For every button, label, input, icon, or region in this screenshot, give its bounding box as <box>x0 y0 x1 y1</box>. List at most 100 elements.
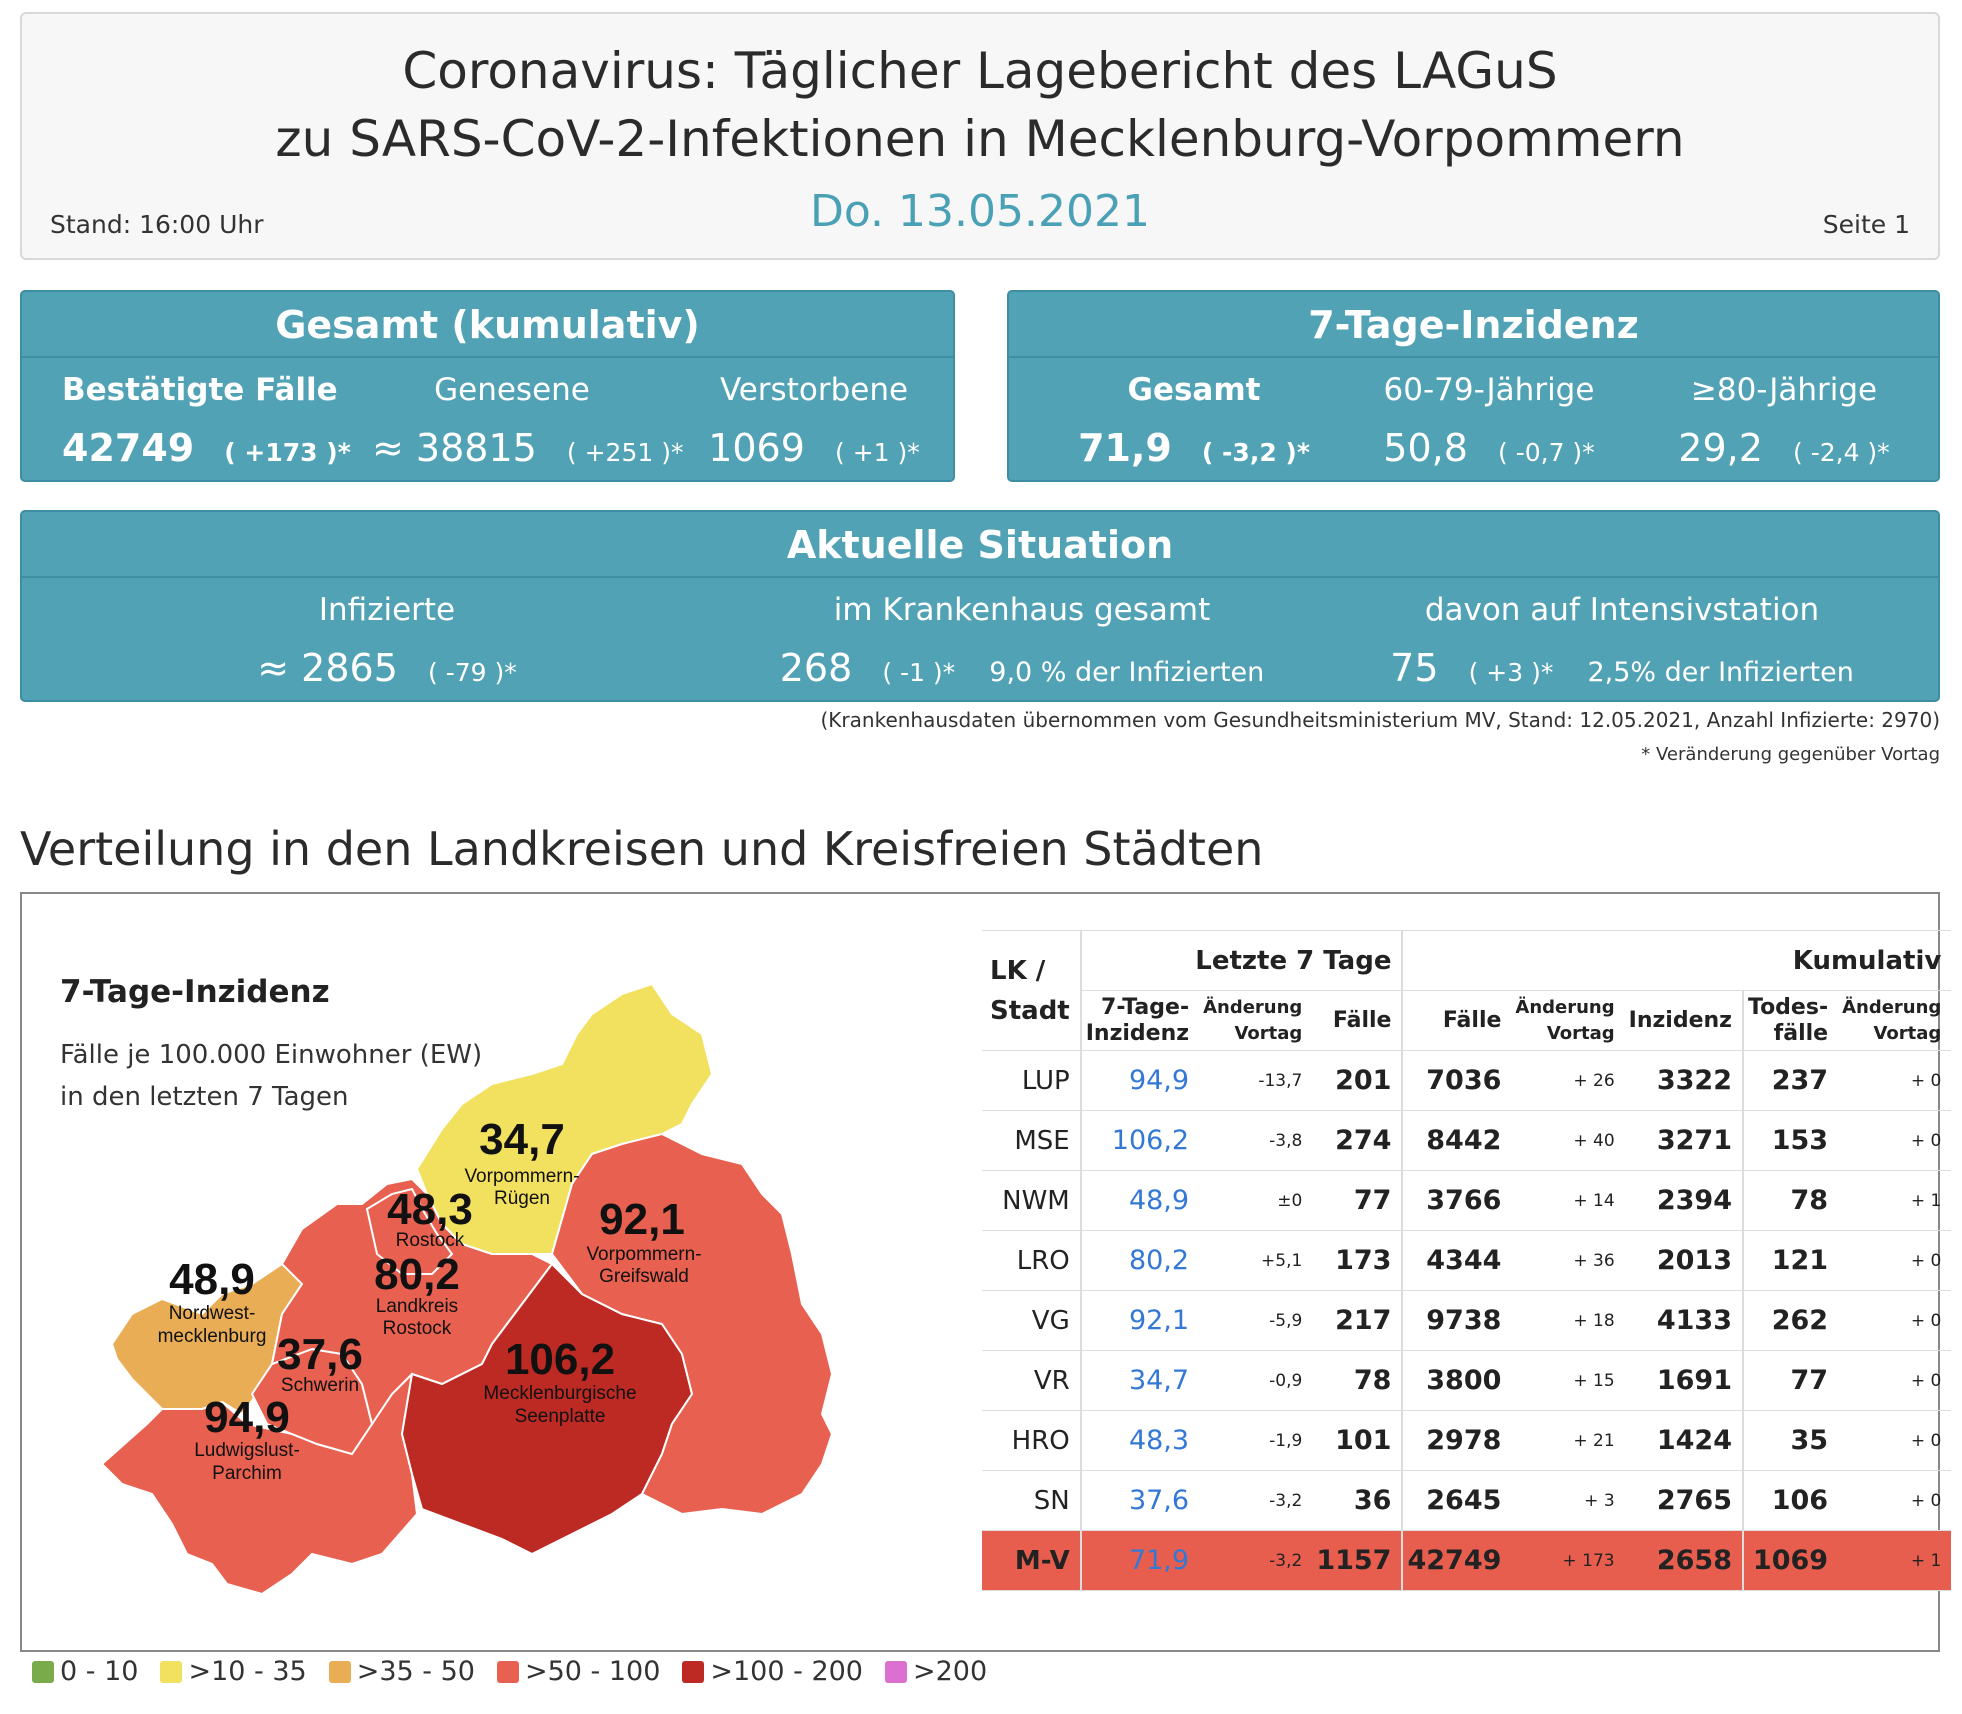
cell-faelle: 77 <box>1312 1170 1403 1231</box>
map-label-name-lro-2: Rostock <box>383 1318 452 1339</box>
legend-label: >10 - 35 <box>188 1656 307 1687</box>
gesamt-kumulativ-box: Gesamt (kumulativ) Bestätigte Fälle 4274… <box>20 290 955 482</box>
genesene: Genesene ≈ 38815 ( +251 )* <box>372 372 683 470</box>
district-table: LK / Stadt Letzte 7 Tage Kumulativ 7-Tag… <box>982 930 1952 1591</box>
legend-swatch <box>328 1660 351 1683</box>
legend-item: >200 <box>884 1656 987 1687</box>
cell-kinz: 2013 <box>1624 1230 1743 1291</box>
infizierte-change: ( -79 )* <box>428 658 517 687</box>
cell-kfaelle: 2978 <box>1401 1410 1512 1471</box>
map-label-value-vr: 34,7 <box>479 1115 565 1164</box>
inzidenz-60-79-label: 60-79-Jährige <box>1383 372 1595 408</box>
cell-faelle: 1157 <box>1312 1530 1403 1591</box>
cell-kfaelle: 2645 <box>1401 1470 1512 1531</box>
report-title-line1: Coronavirus: Täglicher Lagebericht des L… <box>402 42 1558 100</box>
cell-chg: ±0 <box>1199 1170 1313 1231</box>
cell-lk: LUP <box>982 1050 1081 1111</box>
intensivstation: davon auf Intensivstation 75 ( +3 )* 2,5… <box>1362 592 1882 690</box>
cell-tchg: + 1 <box>1838 1170 1952 1231</box>
cell-faelle: 201 <box>1312 1050 1403 1111</box>
cell-kfaelle: 9738 <box>1401 1290 1512 1351</box>
cell-kfaelle: 3800 <box>1401 1350 1512 1411</box>
legend-swatch <box>496 1660 519 1683</box>
col-aenderung-header: Änderung Vortag <box>1199 990 1313 1051</box>
report-time: Stand: 16:00 Uhr <box>50 210 264 239</box>
cell-kchg: + 15 <box>1511 1350 1625 1411</box>
map-label-value-sn: 37,6 <box>277 1330 363 1379</box>
cell-kinz: 4133 <box>1624 1290 1743 1351</box>
cell-kchg: + 3 <box>1511 1470 1625 1531</box>
region-rostock[interactable] <box>365 1187 454 1275</box>
legend-label: >50 - 100 <box>524 1656 661 1687</box>
legend-swatch <box>32 1660 54 1683</box>
infizierte-label: Infizierte <box>318 592 456 628</box>
inzidenz-60-79-value: 50,8 <box>1383 426 1468 470</box>
cell-kchg: + 40 <box>1511 1110 1625 1171</box>
faelle-label: Bestätigte Fälle <box>62 372 338 408</box>
cell-faelle: 78 <box>1312 1350 1403 1411</box>
col-inzidenz-header: 7-Tage- Inzidenz <box>1079 990 1200 1051</box>
map-label-value-vg: 92,1 <box>599 1195 685 1244</box>
cell-tod: 262 <box>1741 1290 1839 1351</box>
map-label-name-nwm-1: Nordwest- <box>169 1303 256 1324</box>
page-number: Seite 1 <box>1822 210 1910 239</box>
cell-chg: +5,1 <box>1199 1230 1313 1291</box>
inzidenz-gesamt-change: ( -3,2 )* <box>1201 438 1310 467</box>
legend-item: 0 - 10 <box>32 1656 138 1687</box>
col-lk-header: LK / Stadt <box>982 930 1081 1051</box>
situation-box-title: Aktuelle Situation <box>22 512 1938 578</box>
krankenhaus-label: im Krankenhaus gesamt <box>833 592 1211 628</box>
cell-tchg: + 0 <box>1838 1110 1952 1171</box>
cell-lk: NWM <box>982 1170 1081 1231</box>
cell-tod: 121 <box>1741 1230 1839 1291</box>
cell-faelle: 217 <box>1312 1290 1403 1351</box>
cell-tod: 77 <box>1741 1350 1839 1411</box>
col-aenderung-label-a: Änderung <box>1203 996 1303 1018</box>
intensivstation-value: 75 <box>1390 646 1439 690</box>
map-legend: 0 - 10 >10 - 35 >35 - 50 >50 - 100 >100 - 20… <box>32 1656 1009 1687</box>
table-total-row: M-V 71,9 -3,2 1157 42749 + 173 2658 1069 + 1 <box>982 1530 1952 1591</box>
col-lk-label: LK / Stadt <box>990 955 1070 1026</box>
map-label-name-vr-1: Vorpommern- <box>464 1166 579 1187</box>
legend-item: >100 - 200 <box>682 1656 863 1687</box>
cell-kinz: 3322 <box>1624 1050 1743 1111</box>
genesene-change: ( +251 )* <box>566 438 684 467</box>
legend-item: >10 - 35 <box>160 1656 307 1687</box>
cell-tod: 237 <box>1741 1050 1839 1111</box>
col-inzidenz-label-a: 7-Tage- <box>1101 994 1190 1020</box>
krankenhaus-change: ( -1 )* <box>882 658 956 687</box>
cell-kinz: 2658 <box>1624 1530 1743 1591</box>
col-kum-inzidenz-header: Inzidenz <box>1624 990 1743 1051</box>
table-row: LRO 80,2 +5,1 173 4344 + 36 2013 121 + 0 <box>982 1230 1952 1291</box>
krankenhaus-percent: 9,0 % der Infizierten <box>989 657 1265 688</box>
map-label-name-hro-1: Rostock <box>396 1230 465 1251</box>
table-row: VG 92,1 -5,9 217 9738 + 18 4133 262 + 0 <box>982 1290 1952 1351</box>
col-inzidenz-label-b: Inzidenz <box>1085 1020 1190 1046</box>
cell-lk: LRO <box>982 1230 1081 1291</box>
legend-label: >35 - 50 <box>356 1656 475 1687</box>
col-aenderung-label-b: Vortag <box>1234 1022 1303 1044</box>
mv-incidence-map: 34,7 Vorpommern- Rügen 48,3 Rostock 80,2… <box>100 982 834 1596</box>
table-row: NWM 48,9 ±0 77 3766 + 14 2394 78 + 1 <box>982 1170 1952 1231</box>
cell-kchg: + 21 <box>1511 1410 1625 1471</box>
cell-tod: 35 <box>1741 1410 1839 1471</box>
cell-inz: 80,2 <box>1079 1230 1200 1291</box>
region-vorpommern-greifswald[interactable] <box>550 1132 834 1516</box>
hospital-data-note: (Krankenhausdaten übernommen vom Gesundh… <box>820 708 1941 732</box>
cell-kinz: 2394 <box>1624 1170 1743 1231</box>
cell-chg: -3,2 <box>1199 1530 1313 1591</box>
cell-lk: MSE <box>982 1110 1081 1171</box>
cell-tod: 78 <box>1741 1170 1839 1231</box>
cell-lk: SN <box>982 1470 1081 1531</box>
region-vorpommern-ruegen[interactable] <box>415 982 714 1255</box>
map-subtitle: Fälle je 100.000 Einwohner (EW) in den l… <box>60 1034 482 1118</box>
map-label-value-lup: 94,9 <box>204 1393 290 1442</box>
aktuelle-situation-box: Aktuelle Situation Infizierte ≈ 2865 ( -… <box>20 510 1940 702</box>
gesamt-box-title: Gesamt (kumulativ) <box>22 292 953 358</box>
cell-kchg: + 18 <box>1511 1290 1625 1351</box>
cell-kinz: 3271 <box>1624 1110 1743 1171</box>
cell-faelle: 173 <box>1312 1230 1403 1291</box>
cell-tchg: + 1 <box>1838 1530 1952 1591</box>
map-label-name-lro-1: Landkreis <box>376 1296 458 1317</box>
cell-tchg: + 0 <box>1838 1350 1952 1411</box>
